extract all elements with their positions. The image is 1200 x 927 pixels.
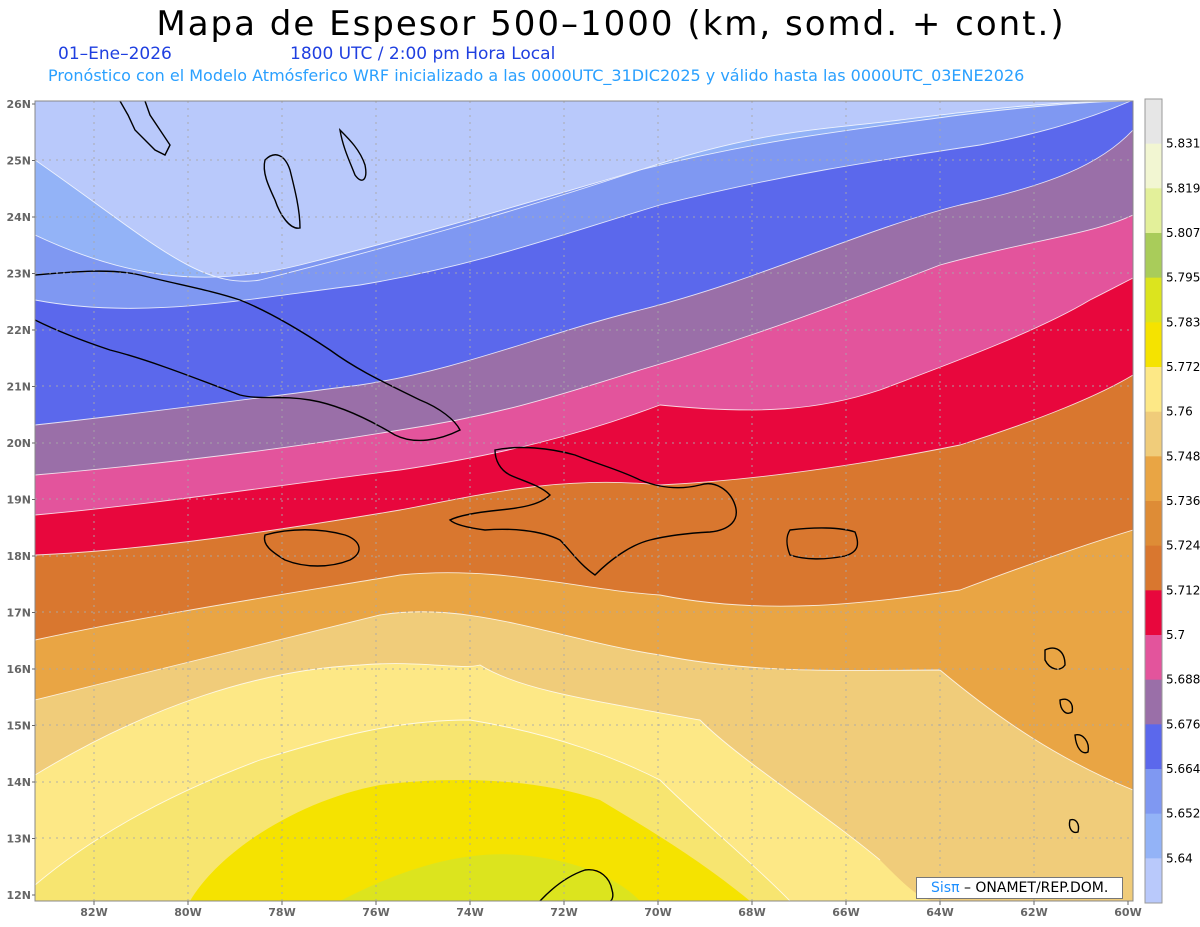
colorbar-swatch [1145,322,1162,368]
longitude-label: 78W [268,906,295,919]
longitude-label: 76W [362,906,389,919]
latitude-label: 20N [6,437,31,450]
longitude-label: 64W [926,906,953,919]
longitude-label: 68W [738,906,765,919]
colorbar-label: 5.664 [1166,762,1200,776]
band-5795 [340,854,640,901]
forecast-date: 01–Ene–2026 [58,44,172,64]
lesser-antilles-1 [1044,647,1066,670]
colorbar-swatch [1145,277,1162,323]
latitude-label: 23N [6,268,31,281]
colorbar-label: 5.64 [1166,851,1193,865]
longitude-label: 82W [80,906,107,919]
colorbar-label: 5.795 [1166,271,1200,285]
cuba [35,270,461,442]
colorbar-swatch [1145,143,1162,189]
colorbar: 5.831 5.819 5.807 5.795 5.783 5.772 5.76 5.748 5… [1144,98,1200,904]
lesser-antilles-3 [1074,734,1090,754]
bahamas-andros [263,154,301,229]
colorbar-label: 5.652 [1166,807,1200,821]
colorbar-label: 5.7 [1166,628,1185,642]
bahamas-eleuthera [338,127,367,181]
colorbar-swatch [1145,813,1162,859]
longitude-label: 66W [832,906,859,919]
longitude-label: 74W [456,906,483,919]
band-5783 [190,780,750,901]
forecast-time: 1800 UTC / 2:00 pm Hora Local [290,44,556,64]
colorbar-label: 5.736 [1166,494,1200,508]
colorbar-label: 5.712 [1166,583,1200,597]
colorbar-swatch [1145,769,1162,815]
latitude-label: 18N [6,550,31,563]
colorbar-swatch [1145,411,1162,457]
colorbar-label: 5.688 [1166,673,1200,687]
longitude-label: 62W [1020,906,1047,919]
sispi-logo-text: Sisπ [931,880,960,896]
colorbar-swatch [1145,858,1162,904]
colorbar-label: 5.819 [1166,181,1200,195]
colorbar-label: 5.724 [1166,539,1200,553]
map-frame [34,100,1134,902]
contour-lines [35,101,1133,901]
map-title: Mapa de Espesor 500–1000 (km, somd. + co… [156,4,1066,44]
grid-lines [35,101,1133,901]
florida [119,101,171,156]
latitude-label: 21N [6,381,31,394]
colorbar-swatch [1145,188,1162,234]
colorbar-frame [1144,98,1163,904]
colorbar-label: 5.76 [1166,405,1193,419]
colorbar-swatch [1145,233,1162,279]
longitude-labels: 82W 80W 78W 76W 74W 72W 70W 68W 66W 64W 62W 60W [80,901,1142,919]
latitude-label: 12N [6,889,31,902]
colorbar-swatch [1145,501,1162,547]
credit-text: – ONAMET/REP.DOM. [959,880,1109,896]
latitude-label: 25N [6,155,31,168]
latitude-label: 17N [6,607,31,620]
thickness-fill [35,101,1133,901]
colorbar-swatch [1145,367,1162,413]
latitude-label: 15N [6,720,31,733]
forecast-subtitle: Pronóstico con el Modelo Atmósferico WRF… [48,66,1025,85]
colorbar-label: 5.772 [1166,360,1200,374]
latitude-labels: 26N 25N 24N 23N 22N 21N 20N 19N 18N 17N 16N 15N 14N 1… [6,98,35,902]
venezuela-coast [539,869,614,901]
latitude-label: 26N [6,98,31,111]
hispaniola [448,446,737,576]
colorbar-swatch [1145,635,1162,681]
latitude-label: 14N [6,776,31,789]
colorbar-swatch [1145,545,1162,591]
colorbar-swatch [1145,590,1162,636]
colorbar-swatch [1145,679,1162,725]
jamaica [263,529,360,567]
colorbar-label: 5.676 [1166,717,1200,731]
longitude-label: 60W [1114,906,1141,919]
lesser-antilles-4 [1068,818,1080,834]
colorbar-swatch [1145,99,1162,145]
latitude-label: 22N [6,324,31,337]
latitude-label: 16N [6,663,31,676]
longitude-label: 70W [644,906,671,919]
colorbar-label: 5.748 [1166,449,1200,463]
lesser-antilles-2 [1059,698,1074,714]
colorbar-swatch [1145,456,1162,502]
latitude-label: 13N [6,833,31,846]
puerto-rico [786,527,859,560]
longitude-label: 72W [550,906,577,919]
colorbar-swatch [1145,724,1162,770]
latitude-label: 19N [6,494,31,507]
colorbar-label: 5.831 [1166,137,1200,151]
colorbar-label: 5.783 [1166,315,1200,329]
longitude-label: 80W [174,906,201,919]
latitude-label: 24N [6,211,31,224]
colorbar-label: 5.807 [1166,226,1200,240]
credit-box: Sisπ – ONAMET/REP.DOM. [916,877,1123,899]
coastlines [35,101,1090,901]
